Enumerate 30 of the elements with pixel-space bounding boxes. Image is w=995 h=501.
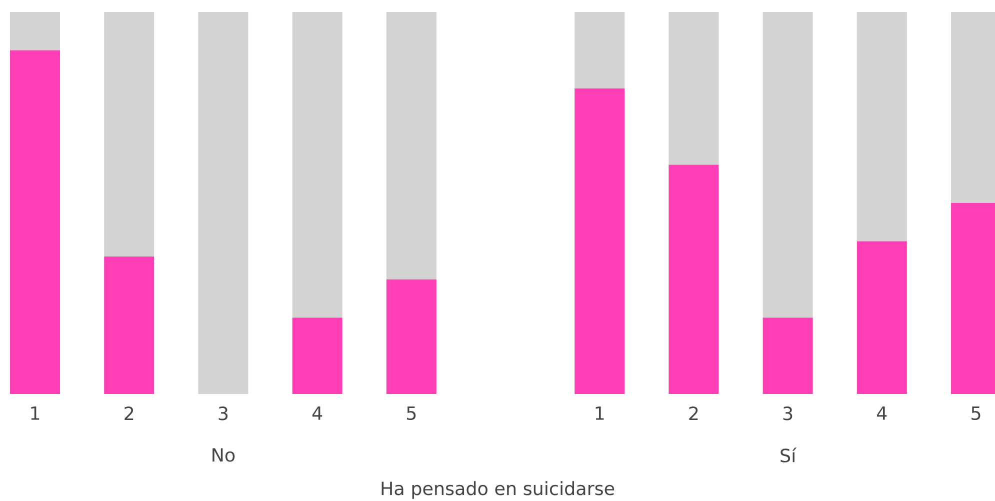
bar xyxy=(104,12,154,256)
bar xyxy=(668,164,719,394)
bar xyxy=(386,279,436,394)
x-axis-title: Ha pensado en suicidarse xyxy=(382,481,614,499)
bar xyxy=(10,50,60,394)
bar xyxy=(10,12,60,50)
bar xyxy=(856,12,907,242)
bar xyxy=(386,12,436,280)
x-tick-label: 5 xyxy=(407,406,416,420)
x-tick-label: 1 xyxy=(596,406,604,420)
text: No xyxy=(212,448,235,462)
x-tick-label: 3 xyxy=(783,406,792,420)
bar xyxy=(762,12,813,318)
x-tick-label: 5 xyxy=(972,406,980,420)
bar xyxy=(856,241,907,394)
bar xyxy=(762,318,813,394)
bar xyxy=(104,256,154,394)
x-tick-label: 2 xyxy=(124,406,134,420)
bar xyxy=(574,12,625,88)
text: Sí xyxy=(780,448,797,462)
bar xyxy=(292,12,342,318)
x-tick-label: 4 xyxy=(877,406,887,420)
x-tick-label: 1 xyxy=(31,406,40,420)
bar xyxy=(668,12,719,165)
bar xyxy=(198,12,248,394)
bar xyxy=(292,318,342,394)
x-tick-label: 4 xyxy=(312,406,322,420)
bar xyxy=(574,88,625,394)
x-tick-label: 3 xyxy=(218,406,228,420)
x-tick-label: 2 xyxy=(689,406,698,420)
